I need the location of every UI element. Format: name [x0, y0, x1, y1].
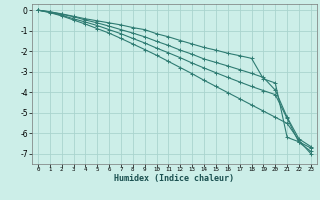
X-axis label: Humidex (Indice chaleur): Humidex (Indice chaleur) [115, 174, 234, 183]
